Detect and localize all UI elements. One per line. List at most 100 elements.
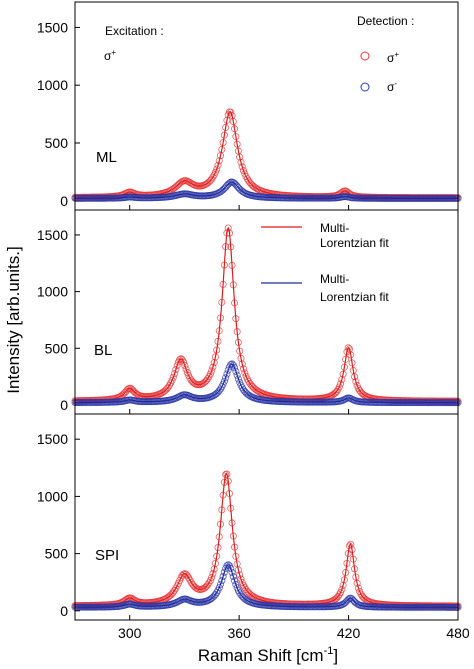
y-tick-label: 1500 <box>37 19 68 35</box>
fit-line <box>75 181 458 200</box>
data-point <box>171 370 179 378</box>
data-point <box>219 186 227 194</box>
legend-sigma-plus-text: σ+ <box>387 50 399 65</box>
data-point <box>217 580 225 588</box>
fit-line <box>74 226 458 402</box>
data-point <box>347 594 355 602</box>
legend-sigma-minus-text: σ- <box>387 79 397 94</box>
panel-label-spi: SPI <box>95 547 119 564</box>
data-point <box>240 167 248 175</box>
data-point <box>331 595 339 603</box>
excitation-value: σ+ <box>104 48 116 63</box>
panels-group: 0 500 1000 1500 0 500 1000 1500 0 500 1000 1500 <box>37 19 462 620</box>
excitation-label: Excitation : <box>105 24 164 38</box>
data-point <box>165 592 173 600</box>
data-point <box>238 163 246 171</box>
panel-bl: 0 500 1000 1500 <box>37 224 462 414</box>
data-point <box>241 387 249 395</box>
data-point <box>228 360 236 368</box>
data-point <box>219 380 227 388</box>
legend-fit-plus: Multi- Lorentzian fit <box>261 221 389 250</box>
data-point <box>329 391 337 399</box>
data-point <box>223 370 231 378</box>
data-point <box>208 175 216 183</box>
data-point <box>234 375 242 383</box>
data-point <box>349 596 357 604</box>
y-tick-label: 1500 <box>37 431 68 447</box>
y-tick-label: 1000 <box>37 77 68 93</box>
data-point <box>213 165 221 173</box>
data-point <box>202 376 210 384</box>
data-point <box>182 365 190 373</box>
series-sigma-minus <box>71 561 462 611</box>
data-point <box>231 364 239 372</box>
data-point <box>220 568 228 576</box>
panel-label-bl: BL <box>94 342 112 359</box>
data-point <box>241 369 249 377</box>
series-sigma-plus <box>71 470 462 610</box>
data-point <box>338 376 346 384</box>
data-point <box>224 366 232 374</box>
data-point <box>215 157 223 165</box>
legend-fit-minus-line1: Multi- <box>320 272 349 286</box>
data-point <box>224 561 232 569</box>
data-point <box>237 575 245 583</box>
data-point <box>347 540 355 548</box>
data-point <box>200 379 208 387</box>
data-point <box>337 380 345 388</box>
data-point <box>233 371 241 379</box>
data-point <box>181 361 189 369</box>
data-point <box>219 573 227 581</box>
fit-line <box>74 472 458 607</box>
legend-fit-minus: Multi- Lorentzian fit <box>261 272 389 304</box>
data-point <box>211 168 219 176</box>
data-point <box>169 588 177 596</box>
data-point <box>164 593 172 601</box>
data-point <box>238 360 246 368</box>
data-point <box>169 373 177 381</box>
data-point <box>334 593 342 601</box>
y-tick-label: 0 <box>60 603 68 619</box>
data-point <box>168 376 176 384</box>
data-point <box>236 589 244 597</box>
data-point <box>218 577 226 585</box>
data-point <box>339 581 347 589</box>
panel-frame <box>74 209 459 415</box>
fit-line <box>75 363 458 404</box>
data-point <box>232 367 240 375</box>
series-sigma-minus <box>71 178 462 202</box>
legend-sigma-plus: σ+ <box>360 50 399 65</box>
data-point <box>200 584 208 592</box>
legend-fit-minus-line2: Lorentzian fit <box>320 290 389 304</box>
data-point <box>164 383 172 391</box>
data-point <box>238 384 246 392</box>
data-point <box>227 108 235 116</box>
series-sigma-minus <box>71 360 462 407</box>
y-tick-label: 500 <box>45 546 69 562</box>
data-point <box>234 566 242 574</box>
data-point <box>202 582 210 590</box>
detection-label: Detection : <box>357 14 414 28</box>
data-point <box>227 565 235 573</box>
data-point <box>352 378 360 386</box>
data-point <box>187 578 195 586</box>
x-tick-label: 480 <box>446 625 470 641</box>
y-tick-label: 1000 <box>37 284 68 300</box>
data-point <box>208 594 216 602</box>
data-point <box>208 367 216 375</box>
panel-label-ml: ML <box>96 149 117 166</box>
data-point <box>238 592 246 600</box>
fit-line <box>75 110 458 199</box>
data-point <box>353 579 361 587</box>
data-point <box>211 590 219 598</box>
data-point <box>172 183 180 191</box>
data-point <box>163 385 171 393</box>
y-tick-label: 0 <box>60 397 68 413</box>
y-tick-label: 1000 <box>37 488 68 504</box>
data-point <box>231 577 239 585</box>
data-point <box>354 584 362 592</box>
legend-marker-sigma-plus <box>360 51 370 61</box>
legend-fit-plus-line2: Lorentzian fit <box>320 236 389 250</box>
data-point <box>337 589 345 597</box>
data-point <box>340 599 348 607</box>
